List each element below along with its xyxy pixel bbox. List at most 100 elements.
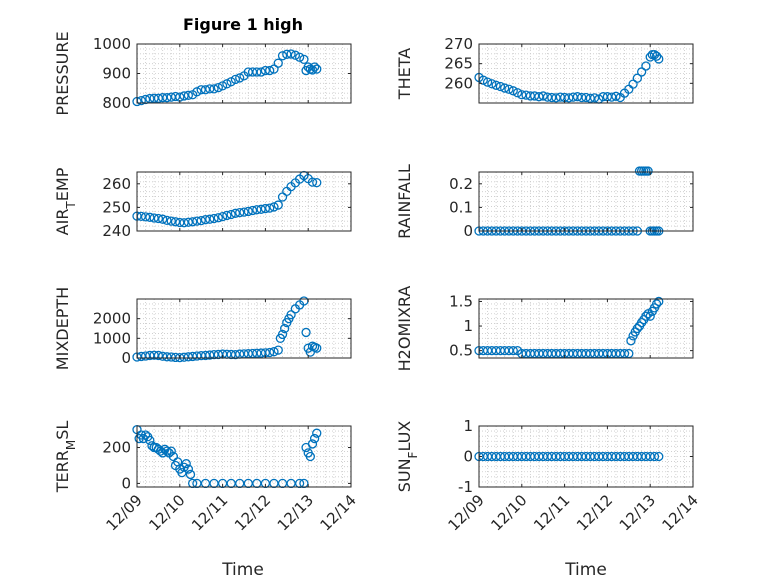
data-point [611, 91, 621, 101]
data-point [504, 84, 514, 94]
data-point [205, 84, 215, 94]
y-axis-label: PRESSURE [53, 31, 72, 115]
y-axis-label: RAINFALL [395, 164, 414, 239]
data-point [235, 207, 245, 218]
y-tick-label: 265 [444, 55, 473, 73]
data-point [632, 73, 643, 83]
y-axis-label: THETA [395, 48, 414, 100]
data-point [280, 323, 290, 334]
y-tick-label: -1 [458, 478, 473, 496]
data-point [294, 52, 305, 62]
data-point [170, 217, 181, 227]
y-tick-label: 200 [102, 439, 131, 457]
data-point [286, 49, 296, 59]
data-point [632, 323, 643, 334]
series-markers [474, 49, 664, 104]
plot-area [479, 172, 693, 231]
data-point [226, 209, 236, 220]
data-point [222, 79, 232, 89]
data-point [517, 90, 527, 100]
data-point [277, 329, 288, 340]
data-point [205, 214, 215, 224]
y-tick-label: 900 [102, 65, 131, 83]
data-point [192, 87, 202, 97]
data-point [641, 311, 651, 321]
data-point [155, 446, 166, 456]
y-tick-label: 0.1 [449, 198, 473, 216]
subplot-3: 240 250 260 AIRTEMP [53, 167, 352, 240]
data-point [641, 61, 651, 71]
data-point [256, 67, 266, 77]
data-point [265, 203, 275, 213]
data-point [508, 86, 518, 96]
y-tick-label: 800 [102, 94, 131, 112]
series-markers [132, 170, 322, 228]
data-point [200, 215, 211, 225]
y-tick-label: 0 [463, 448, 473, 466]
data-point [181, 459, 191, 469]
data-point [654, 296, 664, 307]
data-point [512, 88, 523, 98]
data-point [239, 207, 249, 217]
data-point [654, 54, 664, 64]
data-point [149, 213, 159, 223]
y-axis-label: TERRMSL [53, 421, 78, 494]
data-point [290, 50, 301, 60]
data-point [196, 215, 206, 226]
data-point [166, 446, 176, 456]
data-point [309, 62, 320, 72]
data-point [166, 216, 176, 226]
y-tick-label: 270 [444, 35, 473, 53]
data-point [651, 51, 662, 61]
data-point [183, 90, 194, 100]
series-markers [132, 296, 322, 363]
y-tick-label: 250 [102, 198, 131, 216]
plot-area [137, 299, 351, 358]
data-point [269, 347, 279, 357]
x-axis-label-right: Time [564, 560, 607, 580]
data-point [269, 64, 279, 74]
data-point [649, 451, 660, 462]
data-point [564, 93, 574, 103]
data-point [185, 469, 196, 480]
y-axis-label: H2OMIXRA [395, 286, 414, 372]
plot-area [137, 426, 351, 487]
data-point [307, 439, 318, 449]
data-point [273, 345, 283, 355]
data-point [628, 79, 638, 89]
axes-box [136, 425, 352, 488]
y-tick-label: 0.5 [449, 342, 473, 360]
data-point [312, 64, 322, 74]
data-point [636, 317, 647, 328]
subplot-6: 0.5 1 1.5 H2OMIXRA [395, 286, 694, 372]
data-point [265, 65, 275, 76]
data-point [153, 350, 164, 361]
data-point [273, 200, 283, 210]
data-point [500, 83, 510, 93]
data-point [636, 67, 647, 77]
subplot-1: 800 900 1000 PRESSURE [53, 31, 352, 116]
y-tick-label: 260 [444, 74, 473, 92]
axes-box [478, 171, 694, 232]
axes-box [478, 43, 694, 104]
data-point [192, 216, 202, 226]
data-point [243, 206, 253, 217]
y-tick-label: 0 [121, 349, 131, 367]
y-tick-label: 260 [102, 175, 131, 193]
data-point [482, 77, 493, 87]
data-point [538, 91, 548, 101]
data-point [149, 350, 159, 360]
y-tick-label: 1000 [93, 329, 131, 347]
y-tick-label: 0 [121, 474, 131, 492]
y-axis-label: SUNFLUX [395, 421, 420, 493]
y-tick-label: 1.5 [449, 292, 473, 310]
data-point [183, 217, 194, 227]
data-point [145, 212, 155, 222]
data-point [217, 211, 228, 222]
data-point [491, 80, 501, 90]
data-point [247, 205, 258, 216]
data-point [260, 203, 271, 214]
data-point [312, 177, 322, 188]
data-point [269, 202, 279, 212]
y-tick-label: 240 [102, 222, 131, 240]
